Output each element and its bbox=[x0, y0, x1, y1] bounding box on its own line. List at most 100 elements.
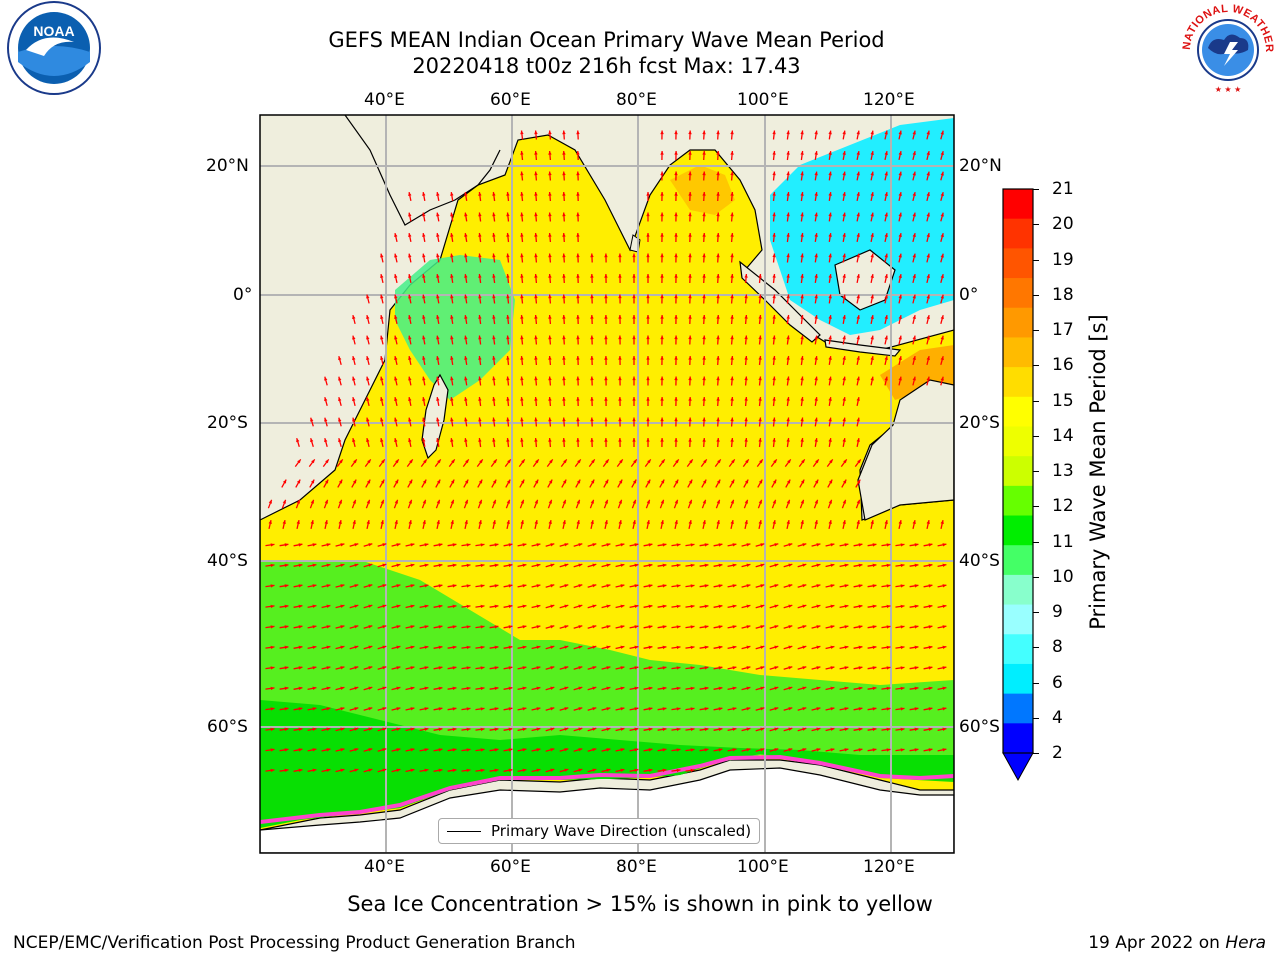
wave-arrow-head bbox=[646, 212, 650, 217]
wave-arrow-head bbox=[520, 499, 524, 504]
wave-arrow-head bbox=[380, 520, 384, 524]
wave-arrow-head bbox=[536, 727, 541, 731]
wave-arrow-head bbox=[646, 499, 650, 504]
wave-arrow-head bbox=[674, 192, 678, 196]
wave-arrow-head bbox=[856, 376, 860, 381]
wave-arrow-head bbox=[354, 748, 359, 752]
wave-arrow-head bbox=[438, 584, 443, 588]
wave-arrow-head bbox=[774, 727, 779, 731]
lat-tick-right-20n: 20°N bbox=[959, 156, 1002, 176]
wave-arrow-head bbox=[410, 727, 415, 731]
wave-arrow-head bbox=[562, 233, 566, 237]
wave-arrow-head bbox=[548, 499, 552, 504]
wave-arrow-head bbox=[466, 604, 471, 609]
wave-arrow-head bbox=[492, 274, 496, 278]
wave-arrow-head bbox=[620, 686, 625, 690]
wave-arrow-head bbox=[856, 315, 860, 319]
wave-arrow-head bbox=[326, 584, 331, 588]
wave-arrow-head bbox=[898, 192, 902, 196]
wave-arrow-head bbox=[688, 253, 692, 258]
wave-arrow-head bbox=[802, 563, 807, 567]
wave-arrow-head bbox=[900, 748, 905, 752]
wave-arrow-head bbox=[422, 192, 426, 196]
wave-arrow-head bbox=[632, 335, 636, 340]
wave-arrow-head bbox=[354, 727, 359, 731]
wave-arrow-head bbox=[912, 335, 916, 340]
wave-arrow-head bbox=[562, 438, 566, 442]
wave-arrow-head bbox=[450, 397, 454, 401]
colorbar-tick-mark bbox=[1033, 259, 1039, 261]
wave-arrow-head bbox=[562, 274, 566, 278]
wave-arrow-head bbox=[408, 499, 412, 504]
wave-arrow-head bbox=[660, 417, 664, 422]
wave-arrow-head bbox=[844, 543, 849, 547]
wave-arrow-head bbox=[884, 520, 888, 524]
wave-arrow-head bbox=[452, 748, 457, 752]
wave-arrow-head bbox=[606, 563, 611, 567]
wave-arrow-head bbox=[352, 479, 357, 484]
wave-arrow-head bbox=[478, 233, 482, 237]
wave-arrow-head bbox=[520, 315, 524, 319]
wave-arrow-head bbox=[548, 417, 552, 422]
wave-arrow-head bbox=[550, 727, 555, 731]
wave-arrow-head bbox=[703, 459, 707, 464]
wave-arrow-head bbox=[618, 315, 622, 319]
wave-arrow-head bbox=[942, 727, 947, 731]
wave-arrow-head bbox=[326, 748, 331, 752]
wave-arrow-head bbox=[478, 274, 482, 278]
wave-arrow-head bbox=[606, 666, 611, 670]
wave-arrow-head bbox=[492, 417, 496, 422]
wave-arrow-head bbox=[408, 376, 412, 381]
lat-tick-right-20s: 20°S bbox=[959, 413, 1000, 433]
wave-arrow-head bbox=[744, 520, 748, 524]
wave-arrow-head bbox=[886, 543, 891, 547]
wave-arrow-head bbox=[688, 417, 692, 422]
wave-arrow-head bbox=[800, 417, 804, 422]
wave-arrow-head bbox=[786, 171, 790, 176]
wave-arrow-head bbox=[382, 625, 387, 629]
wave-arrow-head bbox=[898, 130, 902, 135]
wave-arrow-head bbox=[758, 397, 762, 401]
wave-arrow-head bbox=[634, 604, 639, 608]
wave-arrow-head bbox=[506, 274, 510, 278]
wave-arrow-head bbox=[298, 543, 303, 547]
wave-arrow-head bbox=[522, 563, 527, 567]
wave-arrow-head bbox=[408, 315, 412, 319]
wave-arrow-head bbox=[606, 584, 611, 588]
wave-arrow-head bbox=[774, 707, 779, 711]
wave-arrow-head bbox=[688, 520, 692, 524]
wave-arrow-head bbox=[774, 625, 779, 629]
wave-arrow-head bbox=[480, 563, 485, 568]
wave-arrow-head bbox=[634, 748, 639, 752]
wave-arrow-head bbox=[718, 604, 723, 609]
wave-arrow-head bbox=[606, 727, 611, 731]
wave-arrow-head bbox=[450, 335, 454, 340]
wave-arrow-head bbox=[842, 438, 846, 442]
wave-arrow-head bbox=[298, 768, 303, 773]
wave-arrow-head bbox=[648, 666, 653, 670]
wave-arrow-head bbox=[410, 604, 415, 608]
wave-arrow-head bbox=[564, 645, 569, 649]
map-subtitle: 20220418 t00z 216h fcst Max: 17.43 bbox=[412, 54, 801, 78]
wave-arrow-head bbox=[311, 459, 315, 464]
wave-arrow-head bbox=[912, 253, 916, 258]
wave-arrow-head bbox=[424, 645, 429, 649]
wave-arrow-head bbox=[424, 686, 429, 690]
wave-arrow-head bbox=[522, 584, 527, 588]
wave-arrow-head bbox=[436, 479, 441, 484]
wave-arrow-head bbox=[618, 479, 623, 484]
wave-arrow-head bbox=[856, 417, 860, 422]
wave-arrow-head bbox=[816, 543, 821, 547]
wave-arrow-head bbox=[494, 748, 499, 752]
wave-arrow-head bbox=[928, 604, 933, 609]
wave-arrow-head bbox=[870, 171, 874, 176]
noaa-logo-icon: NOAA bbox=[7, 1, 101, 95]
wave-arrow-head bbox=[830, 543, 835, 547]
wave-arrow-head bbox=[408, 356, 412, 360]
wave-arrow-head bbox=[494, 584, 499, 588]
wave-arrow-head bbox=[772, 479, 777, 484]
wave-arrow-head bbox=[464, 417, 468, 422]
wave-arrow-head bbox=[396, 563, 401, 567]
wave-arrow-head bbox=[550, 625, 555, 629]
wave-arrow-head bbox=[702, 253, 706, 258]
